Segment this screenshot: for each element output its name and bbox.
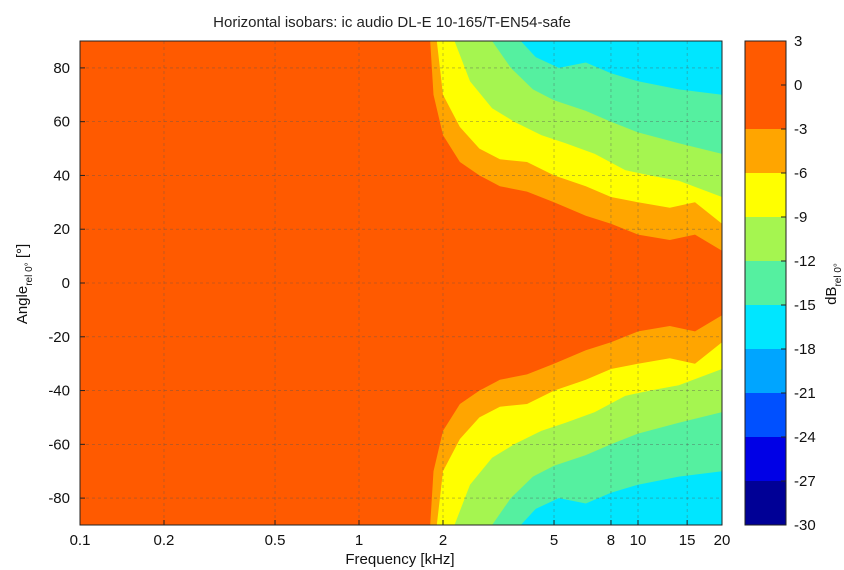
x-tick-label: 1: [355, 532, 363, 549]
chart-title: Horizontal isobars: ic audio DL-E 10-165…: [213, 14, 571, 31]
colorbar-band: [745, 261, 786, 305]
colorbar-tick-label: -15: [794, 297, 816, 314]
colorbar-band: [745, 217, 786, 261]
colorbar-tick-label: -9: [794, 209, 807, 226]
x-tick-label: 2: [439, 532, 447, 549]
y-tick-label: -20: [48, 329, 70, 346]
colorbar: [744, 40, 787, 526]
x-axis-ticks: 0.1 0.2 0.5 1 2 5 8 10 15 20: [70, 520, 731, 549]
colorbar-band: [745, 41, 786, 129]
colorbar-ticks: 3 0 -3 -6 -9 -12 -15 -18 -21 -24 -27 -30: [781, 33, 816, 534]
x-tick-label: 0.1: [70, 532, 91, 549]
colorbar-frame: [744, 40, 787, 526]
y-tick-label: 20: [53, 221, 70, 238]
colorbar-tick-label: 0: [794, 77, 802, 94]
isobar-region-upper-15db: [80, 41, 722, 154]
isobar-region-lower-18db: [80, 471, 722, 525]
colorbar-tick-label: -12: [794, 253, 816, 270]
x-tick-label: 0.5: [265, 532, 286, 549]
y-tick-label: 80: [53, 60, 70, 77]
y-tick-label: 0: [62, 275, 70, 292]
y-tick-label: 60: [53, 114, 70, 131]
colorbar-label: dBrel 0°: [823, 263, 844, 305]
colorbar-tick-label: -27: [794, 473, 816, 490]
colorbar-band: [745, 173, 786, 217]
x-tick-label: 8: [607, 532, 615, 549]
x-tick-label: 10: [630, 532, 647, 549]
colorbar-band: [745, 393, 786, 437]
colorbar-tick-label: -24: [794, 429, 816, 446]
colorbar-band: [745, 437, 786, 481]
y-tick-label: -80: [48, 490, 70, 507]
colorbar-tick-label: -21: [794, 385, 816, 402]
x-tick-label: 0.2: [154, 532, 175, 549]
y-tick-label: -60: [48, 436, 70, 453]
colorbar-tick-label: -6: [794, 165, 807, 182]
colorbar-tick-label: 3: [794, 33, 802, 50]
colorbar-band: [745, 349, 786, 393]
x-axis-label: Frequency [kHz]: [345, 551, 454, 568]
y-axis-label: Anglerel 0° [°]: [14, 244, 35, 324]
colorbar-tick-label: -18: [794, 341, 816, 358]
x-tick-label: 20: [714, 532, 731, 549]
x-tick-label: 15: [679, 532, 696, 549]
colorbar-tick-label: -30: [794, 517, 816, 534]
isobar-region-upper-18db: [80, 41, 722, 95]
isobar-region-lower-15db: [80, 412, 722, 525]
grid-lines: [80, 41, 722, 525]
colorbar-tick-label: -3: [794, 121, 807, 138]
y-tick-label: -40: [48, 383, 70, 400]
colorbar-band: [745, 305, 786, 349]
colorbar-band: [745, 481, 786, 525]
x-tick-label: 5: [550, 532, 558, 549]
colorbar-band: [745, 129, 786, 173]
y-tick-label: 40: [53, 167, 70, 184]
y-axis-ticks: 80 60 40 20 0 -20 -40 -60 -80: [48, 60, 85, 507]
